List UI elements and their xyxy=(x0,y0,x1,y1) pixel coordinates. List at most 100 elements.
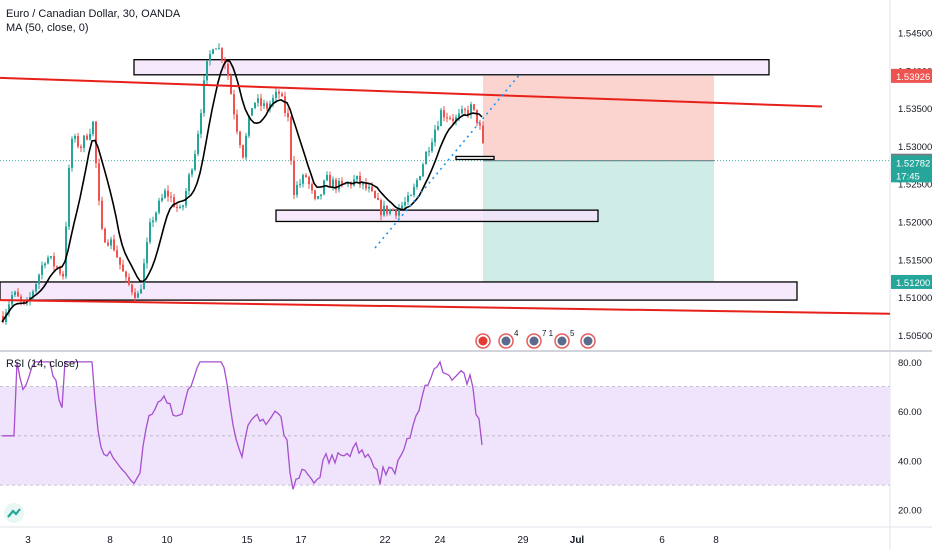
candle xyxy=(152,216,154,227)
rsi-tick-label: 20.00 xyxy=(898,506,922,517)
candle-body xyxy=(464,109,466,111)
sr-zone xyxy=(275,209,599,223)
candle-body xyxy=(410,195,412,197)
candle xyxy=(113,234,115,252)
canada-flag-icon[interactable] xyxy=(475,333,491,349)
candle-body xyxy=(161,197,163,201)
candle-body xyxy=(254,102,256,109)
candle-body xyxy=(233,94,235,115)
candle xyxy=(263,99,265,109)
ma-legend[interactable]: MA (50, close, 0) xyxy=(6,22,89,34)
candle-body xyxy=(62,273,64,277)
candle-body xyxy=(332,179,334,187)
candle xyxy=(137,290,139,299)
candle-body xyxy=(143,263,145,290)
candle-body xyxy=(248,115,250,136)
candle xyxy=(305,172,307,178)
candle-body xyxy=(137,293,139,298)
globe-icon[interactable]: 5 xyxy=(554,329,575,349)
candle-body xyxy=(359,175,361,185)
candle-body xyxy=(326,174,328,181)
candle-body xyxy=(47,257,49,264)
candle xyxy=(320,194,322,200)
candle-body xyxy=(461,109,463,114)
candle xyxy=(302,173,304,188)
candle xyxy=(227,60,229,80)
candle xyxy=(470,101,472,119)
candle xyxy=(416,178,418,190)
candle-body xyxy=(218,48,220,50)
projection-line xyxy=(374,73,521,249)
candle-body xyxy=(320,194,322,196)
candle-body xyxy=(392,209,394,211)
candle-body xyxy=(419,176,421,181)
candle xyxy=(377,192,379,201)
event-marker-count: 7 1 xyxy=(542,329,554,338)
candle-body xyxy=(362,182,364,185)
rsi-pane[interactable] xyxy=(0,360,890,490)
candle-body xyxy=(17,291,19,297)
candle xyxy=(404,196,406,210)
tradingview-logo-icon[interactable] xyxy=(4,503,24,523)
candle xyxy=(440,107,442,127)
candle-body xyxy=(146,242,148,264)
candle xyxy=(392,208,394,211)
stop-loss-zone xyxy=(483,75,714,161)
candle xyxy=(380,198,382,221)
candle-body xyxy=(209,53,211,61)
candle-body xyxy=(200,113,202,134)
event-marker-dot xyxy=(501,336,511,346)
candle xyxy=(155,211,157,223)
price-pane[interactable]: 4 7 1 5 xyxy=(0,43,891,349)
time-tick-label: 10 xyxy=(161,535,173,546)
candle xyxy=(92,120,94,137)
trendline xyxy=(0,299,891,315)
candle xyxy=(140,284,142,295)
candle xyxy=(383,200,385,217)
price-tick-label: 1.53500 xyxy=(898,104,932,115)
globe-icon[interactable]: 4 xyxy=(498,329,519,349)
candle xyxy=(329,171,331,187)
candle-body xyxy=(140,289,142,294)
candle xyxy=(62,270,64,280)
candle xyxy=(50,255,52,260)
candle xyxy=(77,132,79,149)
candle-body xyxy=(167,190,169,197)
candle-body xyxy=(437,126,439,130)
globe-icon[interactable]: 7 1 xyxy=(526,329,554,349)
candle-body xyxy=(236,114,238,132)
candle-body xyxy=(182,205,184,208)
candle-body xyxy=(8,304,10,313)
candle-body xyxy=(383,205,385,216)
candle-body xyxy=(470,104,472,115)
candle xyxy=(212,48,214,55)
candle-body xyxy=(293,160,295,195)
candle-body xyxy=(377,198,379,200)
candle xyxy=(44,262,46,269)
symbol-title[interactable]: Euro / Canadian Dollar, 30, OANDA xyxy=(6,8,181,20)
rsi-tick-label: 40.00 xyxy=(898,456,922,467)
candle-body xyxy=(53,256,55,267)
candle-body xyxy=(56,266,58,268)
candle-body xyxy=(158,200,160,213)
candle xyxy=(74,133,76,143)
candle xyxy=(17,288,19,297)
candle-body xyxy=(278,91,280,94)
candle-body xyxy=(341,180,343,184)
candle-body xyxy=(314,190,316,199)
candle-body xyxy=(311,184,313,191)
candle-body xyxy=(239,131,241,146)
candle-body xyxy=(431,142,433,152)
candle xyxy=(65,221,67,279)
candle-body xyxy=(20,296,22,301)
candle-body xyxy=(266,103,268,109)
candle xyxy=(188,172,190,195)
rsi-legend[interactable]: RSI (14, close) xyxy=(6,358,79,370)
globe-icon[interactable] xyxy=(580,333,596,349)
candle xyxy=(467,105,469,118)
candle-body xyxy=(290,117,292,161)
candle xyxy=(32,289,34,302)
candle-body xyxy=(446,117,448,119)
candle-body xyxy=(176,206,178,208)
